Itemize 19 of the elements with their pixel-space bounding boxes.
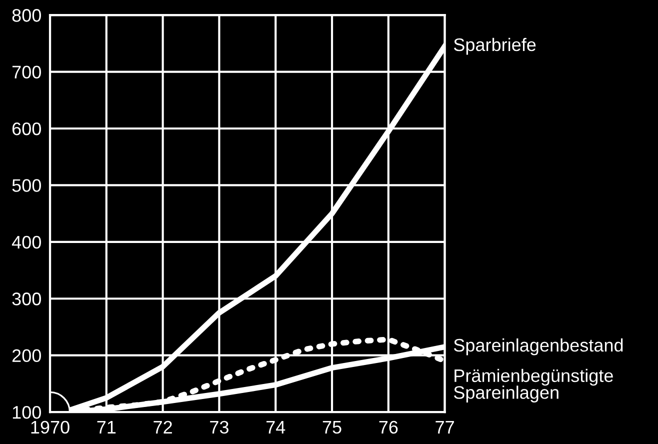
series-label: Spareinlagenbestand: [454, 338, 623, 356]
y-tick-label: 300: [12, 292, 41, 306]
x-tick-label: 75: [322, 421, 342, 434]
y-tick-label: 400: [12, 236, 41, 249]
y-tick-label: 600: [12, 122, 41, 136]
x-tick-label: 74: [266, 421, 286, 434]
series-label: Prämienbegünstigte Spareinlagen: [454, 368, 613, 402]
y-tick-label: 800: [12, 9, 41, 22]
y-tick-label: 500: [12, 179, 41, 192]
x-tick-label: 1970: [31, 420, 70, 434]
x-tick-label: 72: [154, 420, 172, 434]
x-tick-label: 73: [210, 420, 228, 434]
x-tick-label: 77: [436, 421, 454, 434]
x-tick-label: 71: [97, 421, 116, 434]
y-tick-label: 700: [12, 66, 41, 79]
y-tick-label: 200: [12, 349, 41, 362]
x-tick-label: 76: [379, 420, 398, 434]
y-tick-label: 100: [12, 406, 41, 419]
series-label: Sparbriefe: [454, 38, 536, 55]
